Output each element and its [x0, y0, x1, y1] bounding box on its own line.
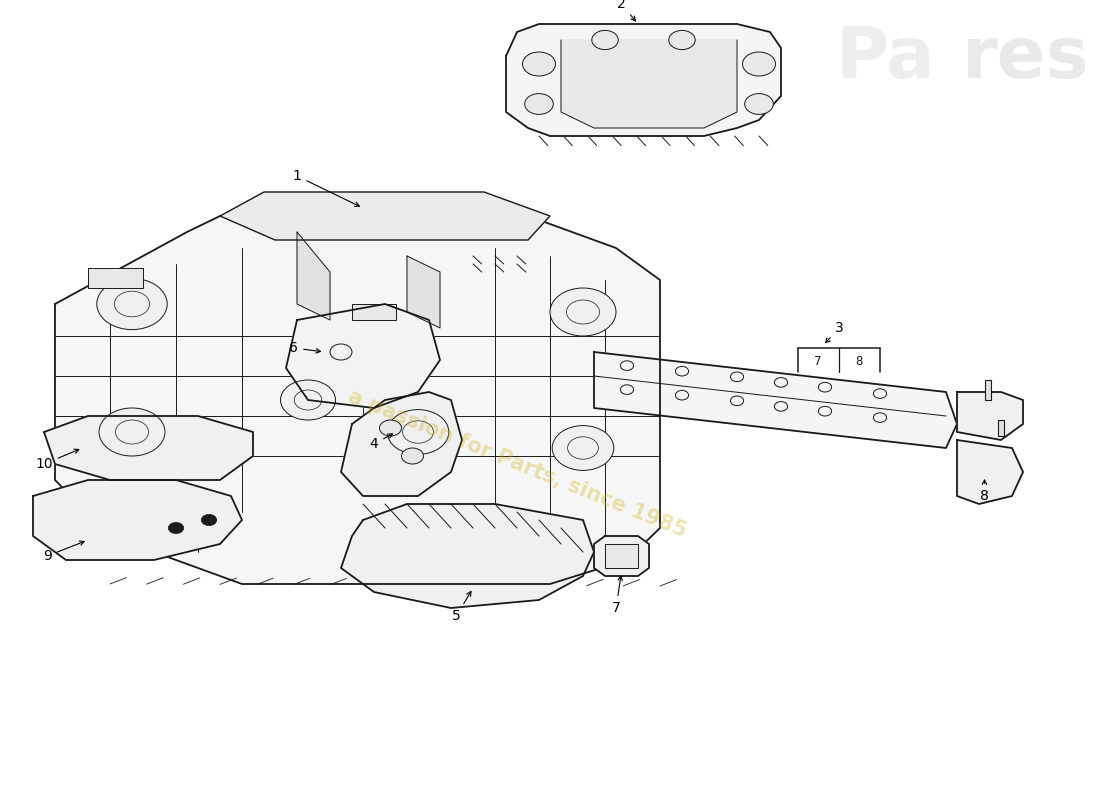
- Polygon shape: [957, 392, 1023, 440]
- Text: 3: 3: [825, 321, 844, 342]
- Circle shape: [97, 278, 167, 330]
- Polygon shape: [605, 544, 638, 568]
- Bar: [984, 380, 991, 400]
- Text: 9: 9: [43, 541, 85, 563]
- Polygon shape: [594, 352, 957, 448]
- Bar: [352, 304, 396, 320]
- Polygon shape: [341, 504, 594, 608]
- Polygon shape: [407, 256, 440, 328]
- Text: 7: 7: [814, 354, 822, 368]
- Polygon shape: [286, 304, 440, 408]
- Polygon shape: [506, 24, 781, 136]
- Circle shape: [168, 522, 184, 534]
- Circle shape: [592, 30, 618, 50]
- Polygon shape: [297, 232, 330, 320]
- Text: 4: 4: [370, 434, 393, 451]
- Text: 8: 8: [980, 480, 989, 503]
- Bar: [88, 268, 143, 288]
- Circle shape: [550, 288, 616, 336]
- Polygon shape: [594, 536, 649, 576]
- Circle shape: [387, 410, 449, 454]
- Text: Pa: Pa: [835, 24, 935, 93]
- Text: 2: 2: [617, 0, 636, 21]
- Polygon shape: [957, 440, 1023, 504]
- Text: 6: 6: [289, 341, 320, 355]
- Text: 8: 8: [856, 354, 864, 368]
- Polygon shape: [44, 416, 253, 480]
- Polygon shape: [341, 392, 462, 496]
- Circle shape: [745, 94, 773, 114]
- Text: res: res: [961, 24, 1089, 93]
- Polygon shape: [33, 480, 242, 560]
- Circle shape: [742, 52, 775, 76]
- Text: 10: 10: [35, 449, 79, 471]
- Circle shape: [525, 94, 553, 114]
- Circle shape: [379, 420, 401, 436]
- Circle shape: [280, 380, 336, 420]
- Circle shape: [402, 448, 424, 464]
- Circle shape: [201, 514, 217, 526]
- Text: 7: 7: [612, 576, 623, 615]
- Circle shape: [552, 426, 614, 470]
- Circle shape: [669, 30, 695, 50]
- Text: 5: 5: [452, 591, 471, 623]
- Polygon shape: [561, 40, 737, 128]
- Polygon shape: [220, 192, 550, 240]
- Text: a passion for Parts, since 1985: a passion for Parts, since 1985: [344, 386, 690, 542]
- Text: 1: 1: [293, 169, 360, 206]
- Bar: [998, 420, 1004, 436]
- Polygon shape: [55, 216, 660, 584]
- Circle shape: [522, 52, 556, 76]
- Circle shape: [99, 408, 165, 456]
